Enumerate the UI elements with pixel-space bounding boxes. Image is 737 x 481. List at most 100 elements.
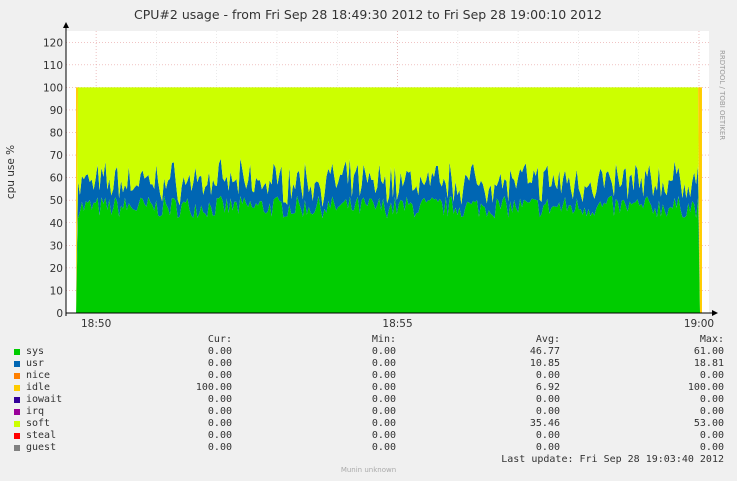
- legend-max: 61.00: [693, 346, 724, 357]
- y-axis-label: cpu use %: [5, 145, 17, 199]
- legend-avg: 46.77: [529, 346, 560, 357]
- legend-min: 0.00: [371, 418, 396, 429]
- y-tick-label: 20: [50, 263, 63, 275]
- legend-name: steal: [26, 430, 57, 441]
- rrdtool-watermark: RRDTOOL / TOBI OETIKER: [718, 50, 726, 140]
- last-update: Last update: Fri Sep 28 19:03:40 2012: [501, 454, 724, 465]
- legend-min: 0.00: [371, 442, 396, 453]
- legend-avg: 0.00: [535, 370, 560, 381]
- legend-row-usr: usr 0.00 0.00 10.85 18.81: [12, 358, 728, 370]
- y-tick-label: 70: [50, 150, 63, 162]
- legend-max: 18.81: [693, 358, 724, 369]
- legend-min: 0.00: [371, 358, 396, 369]
- legend-name: sys: [26, 346, 45, 357]
- legend-swatch-soft: [14, 421, 20, 427]
- legend-max: 0.00: [699, 442, 724, 453]
- legend-avg: 35.46: [529, 418, 560, 429]
- y-tick-label: 40: [50, 218, 63, 230]
- legend-header-min: Min:: [371, 334, 396, 345]
- legend-header-cur: Cur:: [207, 334, 232, 345]
- axes: [63, 22, 718, 316]
- y-tick-label: 60: [50, 173, 63, 185]
- legend-swatch-iowait: [14, 397, 20, 403]
- x-tick-label: 19:00: [684, 318, 714, 330]
- legend-max: 0.00: [699, 370, 724, 381]
- legend-min: 0.00: [371, 406, 396, 417]
- legend-row-idle: idle 100.00 0.00 6.92 100.00: [12, 382, 728, 394]
- y-tick-label: 50: [50, 195, 63, 207]
- legend-name: soft: [26, 418, 51, 429]
- y-tick-label: 110: [43, 60, 63, 72]
- legend-max: 0.00: [699, 394, 724, 405]
- legend-cur: 100.00: [195, 382, 232, 393]
- legend-min: 0.00: [371, 370, 396, 381]
- stacked-areas: [76, 87, 702, 314]
- legend-name: nice: [26, 370, 51, 381]
- legend-cur: 0.00: [207, 430, 232, 441]
- legend-min: 0.00: [371, 430, 396, 441]
- y-tick-label: 0: [56, 308, 63, 320]
- legend-name: guest: [26, 442, 57, 453]
- legend-avg: 0.00: [535, 394, 560, 405]
- x-axis-arrow: [712, 310, 718, 316]
- legend-min: 0.00: [371, 394, 396, 405]
- x-tick-label: 18:55: [382, 318, 412, 330]
- legend-swatch-irq: [14, 409, 20, 415]
- legend-name: usr: [26, 358, 45, 369]
- legend-swatch-steal: [14, 433, 20, 439]
- legend-cur: 0.00: [207, 370, 232, 381]
- legend-swatch-idle: [14, 385, 20, 391]
- legend-avg: 10.85: [529, 358, 560, 369]
- legend-cur: 0.00: [207, 406, 232, 417]
- legend-max: 0.00: [699, 406, 724, 417]
- legend-cur: 0.00: [207, 358, 232, 369]
- legend-max: 0.00: [699, 430, 724, 441]
- legend-row-soft: soft 0.00 0.00 35.46 53.00: [12, 418, 728, 430]
- munin-footer: Munin unknown: [340, 466, 397, 474]
- y-tick-label: 90: [50, 105, 63, 117]
- legend-swatch-usr: [14, 361, 20, 367]
- y-tick-label: 30: [50, 240, 63, 252]
- legend-avg: 0.00: [535, 406, 560, 417]
- y-tick-label: 80: [50, 128, 63, 140]
- area-sys: [76, 195, 702, 313]
- legend-avg: 0.00: [535, 442, 560, 453]
- legend-swatch-nice: [14, 373, 20, 379]
- y-tick-label: 10: [50, 285, 63, 297]
- legend-row-guest: guest 0.00 0.00 0.00 0.00: [12, 442, 728, 454]
- legend-name: irq: [26, 406, 45, 417]
- y-axis-arrow: [63, 22, 69, 28]
- legend-name: iowait: [26, 394, 63, 405]
- legend-header-max: Max:: [699, 334, 724, 345]
- legend-row-nice: nice 0.00 0.00 0.00 0.00: [12, 370, 728, 382]
- y-tick-label: 100: [43, 82, 63, 94]
- legend-row-sys: sys 0.00 0.00 46.77 61.00: [12, 346, 728, 358]
- legend-min: 0.00: [371, 346, 396, 357]
- area-usr: [76, 157, 702, 313]
- legend-avg: 0.00: [535, 430, 560, 441]
- legend-row-irq: irq 0.00 0.00 0.00 0.00: [12, 406, 728, 418]
- legend-cur: 0.00: [207, 346, 232, 357]
- legend-cur: 0.00: [207, 442, 232, 453]
- legend-swatch-sys: [14, 349, 20, 355]
- legend-min: 0.00: [371, 382, 396, 393]
- legend-row-iowait: iowait 0.00 0.00 0.00 0.00: [12, 394, 728, 406]
- legend-cur: 0.00: [207, 418, 232, 429]
- x-tick-label: 18:50: [81, 318, 111, 330]
- legend-name: idle: [26, 382, 51, 393]
- x-tick-labels: 18:50 18:55 19:00: [81, 318, 714, 330]
- legend: Cur: Min: Avg: Max: sys 0.00 0.00 46.77 …: [12, 334, 728, 454]
- legend-avg: 6.92: [535, 382, 560, 393]
- legend-max: 100.00: [687, 382, 724, 393]
- chart-title: CPU#2 usage - from Fri Sep 28 18:49:30 2…: [134, 7, 602, 22]
- legend-row-steal: steal 0.00 0.00 0.00 0.00: [12, 430, 728, 442]
- y-tick-label: 120: [43, 37, 63, 49]
- legend-max: 53.00: [693, 418, 724, 429]
- legend-header-avg: Avg:: [535, 334, 560, 345]
- legend-header-row: Cur: Min: Avg: Max:: [12, 334, 728, 346]
- area-soft: [76, 87, 702, 314]
- legend-swatch-guest: [14, 445, 20, 451]
- y-tick-labels: 0 10 20 30 40 50 60 70 80 90 100 110 120: [43, 37, 63, 320]
- legend-cur: 0.00: [207, 394, 232, 405]
